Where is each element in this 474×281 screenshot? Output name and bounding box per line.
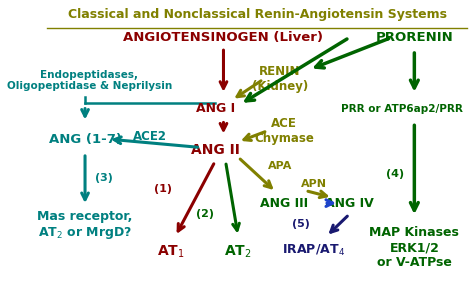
Text: Mas receptor,
AT$_2$ or MrgD?: Mas receptor, AT$_2$ or MrgD? [37,210,133,241]
Text: IRAP/AT$_4$: IRAP/AT$_4$ [282,243,345,258]
Text: (5): (5) [292,219,310,229]
Text: ANG III: ANG III [260,197,309,210]
Text: AT$_2$: AT$_2$ [224,244,252,260]
Text: (4): (4) [386,169,404,179]
Text: ANGIOTENSINOGEN (Liver): ANGIOTENSINOGEN (Liver) [123,31,323,44]
Text: ANG I: ANG I [195,102,235,115]
Text: (2): (2) [196,209,214,219]
Text: ACE2: ACE2 [133,130,167,143]
Text: APA: APA [268,160,292,171]
Text: AT$_1$: AT$_1$ [157,244,185,260]
Text: MAP Kinases
ERK1/2
or V-ATPse: MAP Kinases ERK1/2 or V-ATPse [369,226,459,269]
Text: (3): (3) [95,173,113,183]
Text: RENIN
(Kidney): RENIN (Kidney) [252,65,308,93]
Text: PRORENIN: PRORENIN [375,31,453,44]
Text: PRR or ATP6ap2/PRR: PRR or ATP6ap2/PRR [341,103,463,114]
Text: ANG (1-7): ANG (1-7) [48,133,121,146]
Text: Classical and Nonclassical Renin-Angiotensin Systems: Classical and Nonclassical Renin-Angiote… [67,8,447,21]
Text: ANG II: ANG II [191,143,239,157]
Text: ANG IV: ANG IV [325,197,374,210]
Text: ACE
Chymase: ACE Chymase [255,117,314,145]
Text: (1): (1) [154,184,172,194]
Text: APN: APN [301,179,327,189]
Text: Endopeptidases,
Oligopeptidase & Neprilysin: Endopeptidases, Oligopeptidase & Neprily… [7,70,172,92]
